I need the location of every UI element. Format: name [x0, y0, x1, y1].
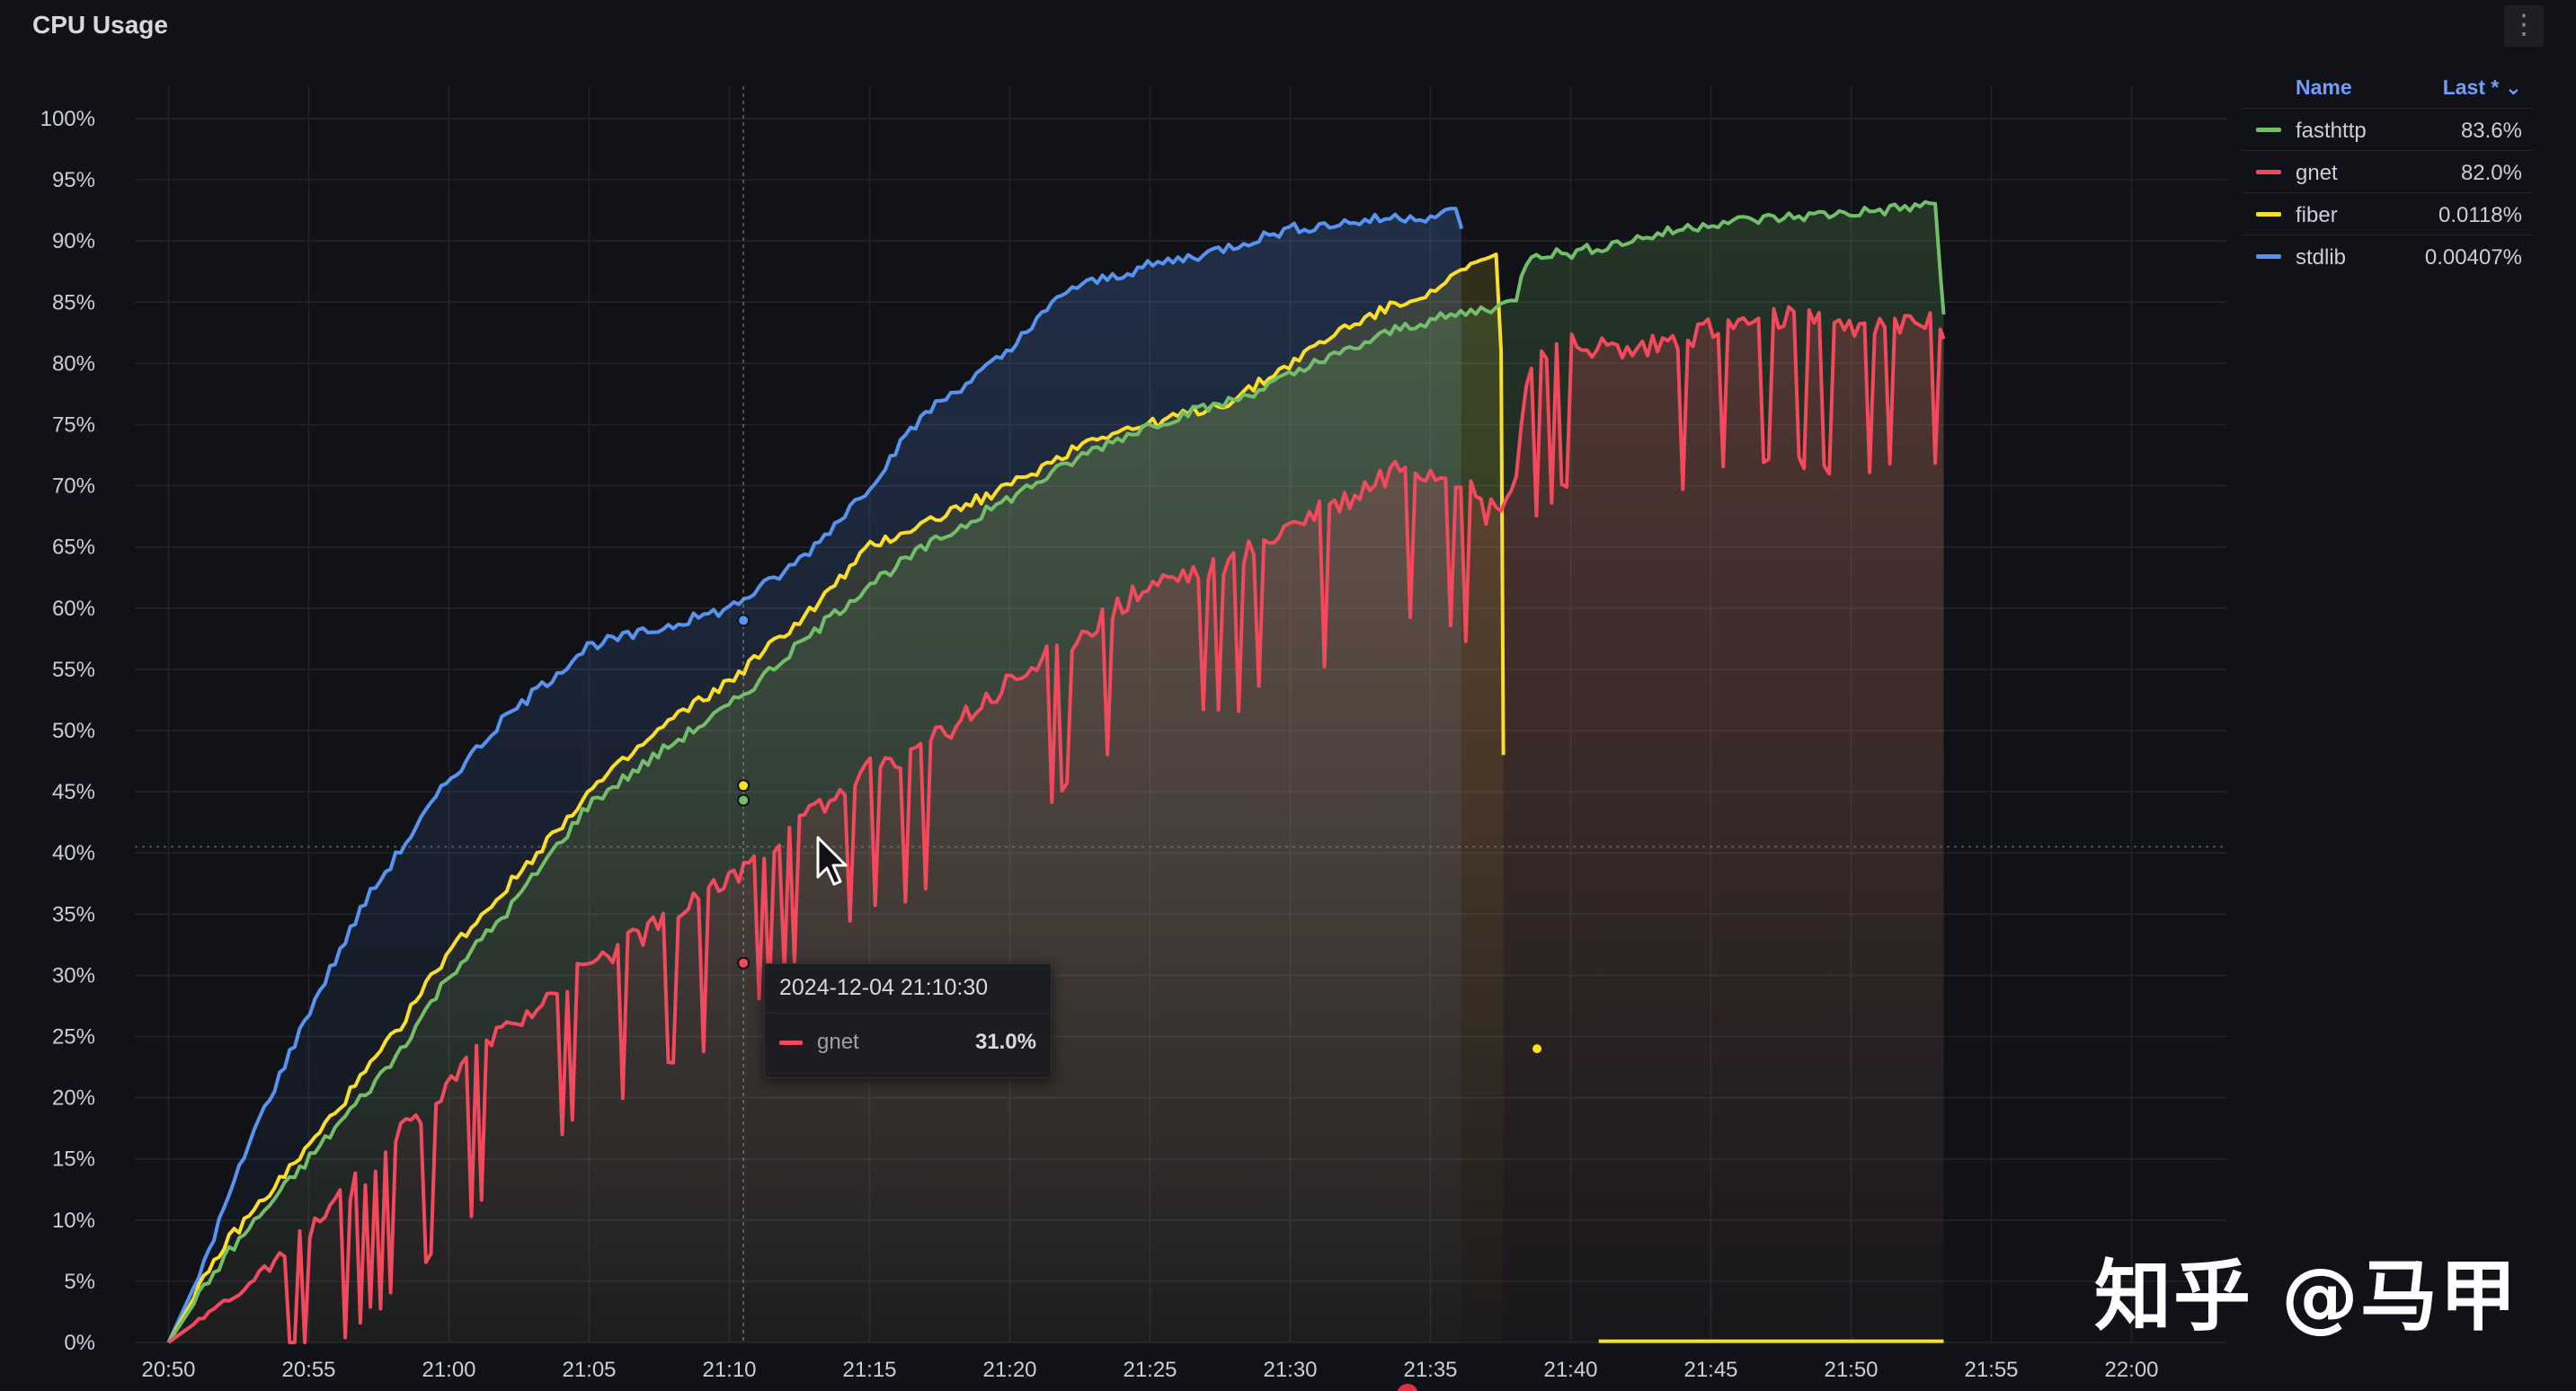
y-tick-label: 5% [64, 1270, 95, 1294]
x-tick-label: 21:55 [1964, 1358, 2018, 1382]
legend-series-last: 82.0% [2460, 161, 2522, 185]
legend-swatch [2256, 212, 2281, 217]
x-tick-label: 21:05 [562, 1358, 616, 1382]
legend-item-gnet[interactable]: gnet 82.0% [2242, 150, 2533, 192]
legend-item-stdlib[interactable]: stdlib 0.00407% [2242, 235, 2533, 277]
y-tick-label: 65% [52, 536, 95, 560]
series-line-stdlib [166, 207, 1463, 1343]
y-tick-label: 80% [52, 351, 95, 376]
x-tick-label: 20:50 [141, 1358, 195, 1382]
legend-swatch [2256, 170, 2281, 174]
x-tick-label: 21:20 [982, 1358, 1036, 1382]
series-area-gnet [168, 306, 1944, 1343]
legend-header: Name Last * ⌄ [2242, 70, 2533, 108]
x-tick-label: 21:45 [1683, 1358, 1737, 1382]
tooltip-series-name: gnet [817, 1030, 859, 1054]
legend-name-header[interactable]: Name [2296, 75, 2352, 99]
y-tick-label: 60% [52, 597, 95, 621]
legend-last-sort-header[interactable]: Last * ⌄ [2442, 75, 2522, 99]
hover-point-gnet [737, 956, 751, 970]
series-lines [166, 86, 1946, 1391]
legend-item-fasthttp[interactable]: fasthttp 83.6% [2242, 108, 2533, 150]
legend-table: Name Last * ⌄ fasthttp 83.6% gnet 82.0% … [2242, 70, 2533, 277]
x-tick-label: 21:30 [1263, 1358, 1317, 1382]
legend-swatch [2256, 254, 2281, 259]
y-tick-label: 100% [40, 107, 95, 131]
legend-series-name: fasthttp [2296, 119, 2367, 143]
tooltip-swatch [779, 1041, 803, 1045]
y-tick-label: 25% [52, 1025, 95, 1050]
time-marker [1397, 1384, 1418, 1391]
hover-point-stdlib [737, 614, 751, 627]
y-tick-label: 10% [52, 1209, 95, 1233]
x-tick-label: 22:00 [2104, 1358, 2158, 1382]
y-tick-label: 45% [52, 780, 95, 804]
series-line-fasthttp [166, 199, 1946, 1344]
y-tick-label: 90% [52, 229, 95, 253]
x-tick-label: 21:25 [1123, 1358, 1177, 1382]
y-tick-label: 95% [52, 168, 95, 192]
fiber-stray-point [1532, 1044, 1542, 1054]
tooltip-divider [765, 1013, 1051, 1014]
legend-series-name: gnet [2296, 161, 2338, 185]
legend-series-name: stdlib [2296, 245, 2347, 270]
y-tick-label: 35% [52, 902, 95, 926]
hover-point-fasthttp [737, 793, 751, 807]
y-tick-label: 30% [52, 963, 95, 988]
axis-labels: 0% 5% 10% 15% 20% 25% 30% 35% 40% 45% 50% 55% 60% 65%… [40, 107, 2159, 1382]
series-line-fiber [166, 253, 1506, 1343]
mouse-pointer-icon [816, 836, 848, 886]
y-tick-label: 70% [52, 474, 95, 499]
tooltip-time: 2024-12-04 21:10:30 [779, 975, 989, 1000]
legend-series-last: 0.0118% [2438, 203, 2522, 227]
x-tick-label: 21:40 [1543, 1358, 1597, 1382]
x-tick-label: 21:00 [422, 1358, 475, 1382]
y-tick-label: 75% [52, 413, 95, 438]
x-tick-label: 21:50 [1824, 1358, 1878, 1382]
legend-series-last: 0.00407% [2424, 245, 2522, 270]
hover-tooltip: 2024-12-04 21:10:30 gnet 31.0% [764, 963, 1052, 1078]
legend-swatch [2256, 128, 2281, 132]
x-tick-label: 20:55 [281, 1358, 335, 1382]
y-tick-label: 40% [52, 841, 95, 865]
legend-series-name: fiber [2296, 203, 2338, 227]
y-tick-label: 20% [52, 1086, 95, 1111]
y-tick-label: 85% [52, 290, 95, 315]
x-tick-label: 21:15 [842, 1358, 896, 1382]
watermark-text: 知乎 @马甲 [2094, 1252, 2518, 1342]
x-tick-label: 21:35 [1403, 1358, 1457, 1382]
series-line-gnet [167, 305, 1946, 1344]
panel-title: CPU Usage [32, 11, 168, 39]
kebab-menu-icon[interactable]: ⋮ [2504, 5, 2544, 47]
y-tick-label: 50% [52, 719, 95, 743]
x-tick-label: 21:10 [702, 1358, 756, 1382]
legend-item-fiber[interactable]: fiber 0.0118% [2242, 192, 2533, 235]
hover-point-fiber [737, 779, 751, 793]
y-tick-label: 15% [52, 1147, 95, 1172]
legend-series-last: 83.6% [2460, 119, 2522, 143]
y-tick-label: 0% [64, 1331, 95, 1355]
tooltip-value: 31.0% [974, 1030, 1036, 1054]
y-tick-label: 55% [52, 658, 95, 682]
